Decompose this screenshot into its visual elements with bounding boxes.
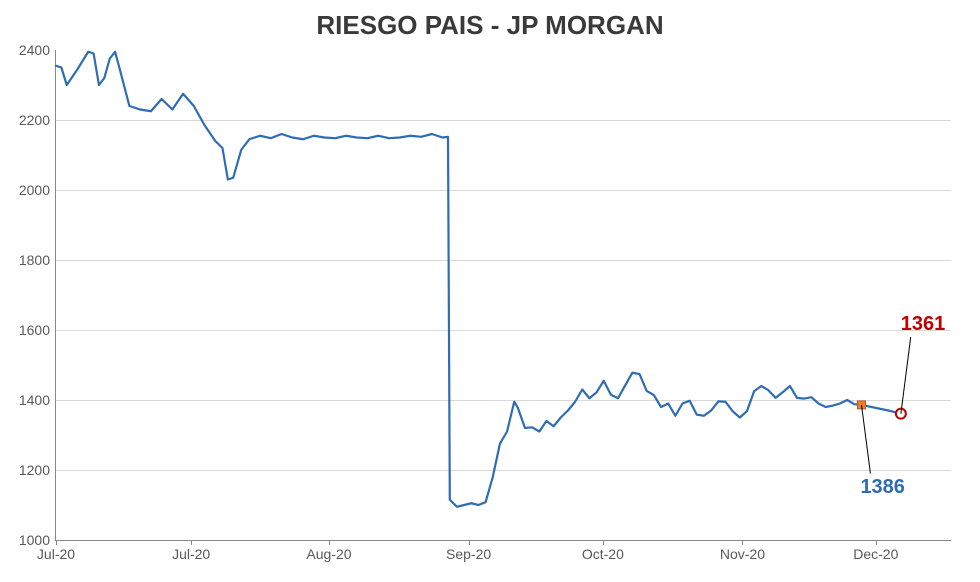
x-tick-label: Sep-20 [446,540,491,562]
chart-container: RIESGO PAIS - JP MORGAN 1000120014001600… [0,0,980,582]
y-tick-label: 1800 [19,252,56,268]
x-tick-label: Jul-20 [172,540,210,562]
line-series [56,50,951,540]
y-tick-label: 1600 [19,322,56,338]
y-tick-label: 2200 [19,112,56,128]
annotation-leader [862,405,871,474]
plot-area: 10001200140016001800200022002400Jul-20Ju… [55,50,951,541]
x-tick-label: Nov-20 [720,540,765,562]
y-tick-label: 1200 [19,462,56,478]
x-tick-label: Aug-20 [306,540,351,562]
chart-title: RIESGO PAIS - JP MORGAN [0,10,980,41]
x-tick-label: Dec-20 [853,540,898,562]
x-tick-label: Jul-20 [37,540,75,562]
y-tick-label: 2000 [19,182,56,198]
x-tick-label: Oct-20 [582,540,624,562]
y-tick-label: 1400 [19,392,56,408]
annotation-label: 1386 [860,476,905,499]
y-tick-label: 2400 [19,42,56,58]
annotation-label: 1361 [901,313,946,336]
annotation-leader [901,337,911,414]
